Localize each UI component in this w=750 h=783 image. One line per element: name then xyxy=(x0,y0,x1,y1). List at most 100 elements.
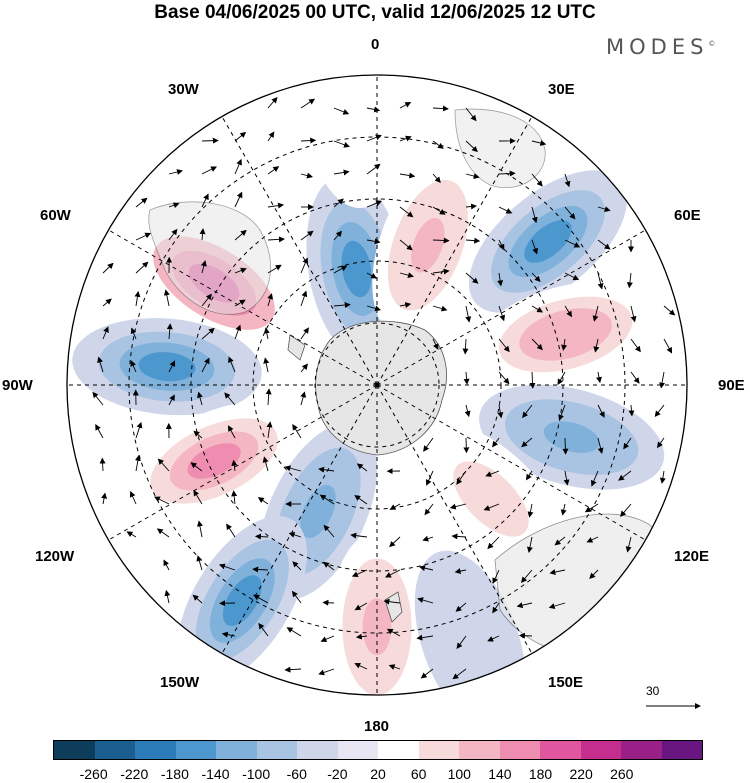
wind-vector xyxy=(526,536,533,553)
map-title: Base 04/06/2025 00 UTC, valid 12/06/2025… xyxy=(154,2,596,23)
lon-label-90e: 90E xyxy=(718,377,745,394)
wind-vector xyxy=(383,598,401,605)
wind-vector xyxy=(389,503,401,510)
wind-vector xyxy=(366,200,383,208)
colorbar-segment xyxy=(94,741,135,759)
wind-vector xyxy=(130,327,137,340)
wind-vector xyxy=(531,140,547,146)
wind-vector xyxy=(531,338,543,351)
wind-vector xyxy=(267,166,280,175)
wind-vector xyxy=(531,239,538,255)
wind-vector xyxy=(154,496,170,505)
wind-vector xyxy=(663,338,673,354)
wind-vector xyxy=(300,363,309,373)
anomaly-contour xyxy=(341,240,372,298)
wind-vector xyxy=(164,589,171,604)
wind-vector xyxy=(465,203,477,210)
wind-vector xyxy=(451,533,467,540)
colorbar-segment xyxy=(580,741,621,759)
wind-vector xyxy=(300,98,316,109)
wind-vector xyxy=(300,137,317,144)
wind-vector xyxy=(263,357,270,373)
wind-vector xyxy=(234,299,246,307)
wind-vector xyxy=(193,430,203,439)
anomaly-contour xyxy=(453,614,487,669)
wind-vector xyxy=(355,633,368,640)
wind-vector xyxy=(597,272,604,290)
wind-vector xyxy=(432,206,446,215)
colorbar-tick-label: 100 xyxy=(447,766,471,782)
wind-vector xyxy=(201,193,209,208)
wind-vector xyxy=(564,305,573,318)
wind-vector xyxy=(597,239,611,250)
wind-vector xyxy=(319,494,335,505)
wind-vector xyxy=(267,131,275,142)
wind-vector xyxy=(135,197,148,208)
wind-vector xyxy=(597,206,611,212)
wind-vector xyxy=(234,131,247,142)
wind-vector xyxy=(354,662,368,670)
wind-vector xyxy=(318,466,335,473)
wind-vector xyxy=(320,635,335,643)
wind-vector xyxy=(630,338,641,353)
wind-vector xyxy=(531,173,543,187)
lon-label-120w: 120W xyxy=(35,548,75,565)
wind-vector xyxy=(593,338,600,353)
wind-vector xyxy=(630,305,637,323)
wind-vectors xyxy=(92,96,676,680)
wind-vector xyxy=(135,421,143,439)
wind-vector xyxy=(134,454,141,472)
wind-vector xyxy=(416,634,434,641)
antarctica-shape xyxy=(315,320,447,456)
colorbar-segment xyxy=(418,741,459,759)
wind-vector xyxy=(300,290,308,307)
wind-vector xyxy=(267,236,285,243)
wind-vector xyxy=(267,202,284,209)
wind-vector xyxy=(518,632,533,639)
wind-vector xyxy=(286,627,302,637)
wind-vector xyxy=(224,392,236,406)
wind-vector xyxy=(497,404,504,419)
wind-vector xyxy=(201,357,210,373)
wind-vector xyxy=(99,457,106,472)
wind-vector xyxy=(366,305,381,312)
wind-vector xyxy=(201,293,212,307)
wind-vector xyxy=(102,262,114,274)
wind-vector xyxy=(554,536,566,546)
reference-vector-label: 30 xyxy=(646,684,660,698)
wind-vector xyxy=(455,602,467,612)
wind-vector xyxy=(322,561,335,571)
wind-vector xyxy=(366,134,382,142)
wind-vector xyxy=(197,391,203,406)
wind-vector xyxy=(284,465,302,472)
wind-vector xyxy=(231,459,238,472)
wind-vector xyxy=(262,456,269,472)
wind-vector xyxy=(462,338,469,355)
wind-vector xyxy=(129,490,137,505)
wind-vector xyxy=(449,503,467,510)
wind-vector xyxy=(432,173,441,183)
lon-label-90w: 90W xyxy=(2,377,33,394)
africa-shape xyxy=(454,108,546,188)
colorbar-tick-label: 20 xyxy=(370,766,386,782)
wind-vector xyxy=(333,169,350,176)
wind-vector xyxy=(659,470,666,484)
wind-vector xyxy=(422,535,434,542)
colorbar-segment xyxy=(54,741,95,759)
wind-vector xyxy=(626,272,633,289)
height-anomaly-field xyxy=(72,75,665,695)
meridian-line xyxy=(221,384,378,654)
colorbar-tick-label: -20 xyxy=(327,766,348,782)
anomaly-contour xyxy=(468,476,514,522)
wind-vector xyxy=(102,326,109,340)
wind-vector xyxy=(333,302,351,309)
meridian-line xyxy=(108,229,378,386)
wind-vector xyxy=(156,528,170,538)
wind-vector xyxy=(386,628,401,637)
wind-vector xyxy=(267,293,274,307)
meridian-line xyxy=(376,116,533,386)
lon-label-180: 180 xyxy=(364,718,390,735)
wind-vector xyxy=(399,206,414,218)
wind-vector xyxy=(95,424,104,439)
wind-vector xyxy=(485,470,500,477)
